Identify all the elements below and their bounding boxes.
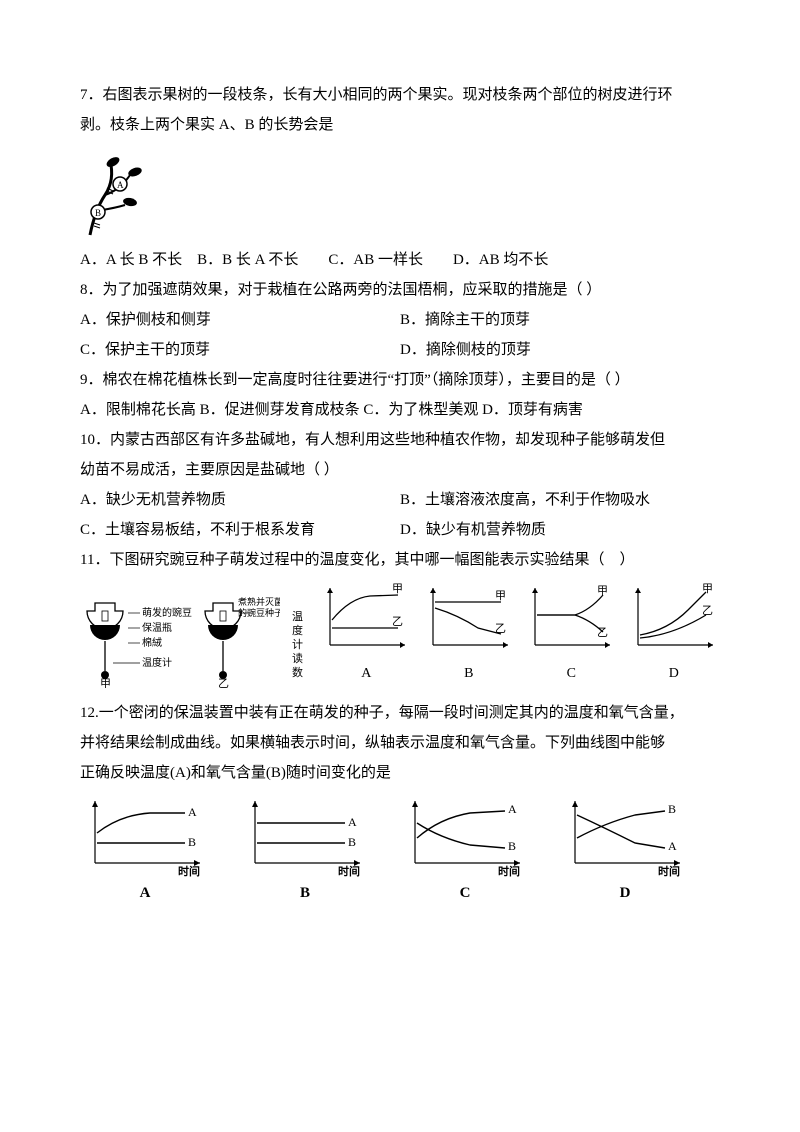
q10-options-row1: A．缺少无机营养物质 B．土壤溶液浓度高，不利于作物吸水 [80, 485, 720, 515]
svg-text:B: B [188, 835, 196, 849]
q12-label-b: B [240, 878, 370, 908]
q11-graph-c: 甲 乙 C [525, 580, 618, 688]
q8-opt-c: C．保护主干的顶芽 [80, 335, 400, 365]
q12-graph-b: A B 时间 B [240, 793, 370, 908]
q12-stem2: 并将结果绘制成曲线。如果横轴表示时间，纵轴表示温度和氧气含量。下列曲线图中能够 [80, 728, 720, 758]
q12-diagrams: A B 时间 A A B 时间 B A B 时间 C [80, 793, 720, 908]
svg-text:时间: 时间 [498, 864, 520, 878]
q7-options: A．A 长 B 不长 B．B 长 A 不长 C．AB 一样长 D．AB 均不长 [80, 245, 720, 275]
q12-graph-c: A B 时间 C [400, 793, 530, 908]
q12-stem1: 12.一个密闭的保温装置中装有正在萌发的种子，每隔一段时间测定其内的温度和氧气含… [80, 698, 720, 728]
q11-apparatus: 甲 乙 萌发的豌豆 保温瓶 棉絨 温度计 煮熟并灭菌 的豌豆种子 [80, 593, 280, 688]
q10-opt-a: A．缺少无机营养物质 [80, 485, 400, 515]
q12-label-d: D [560, 878, 690, 908]
q11-label-c: C [525, 660, 618, 688]
q11-label-a: A [320, 660, 413, 688]
q12-label-c: C [400, 878, 530, 908]
svg-text:乙: 乙 [597, 626, 608, 639]
q9-stem: 9．棉农在棉花植株长到一定高度时往往要进行“打顶”（摘除顶芽），主要目的是（ ） [80, 365, 720, 395]
lbl-sprout: 萌发的豌豆 [142, 606, 192, 619]
lbl-cotton: 棉絨 [142, 636, 162, 649]
q11-graph-a: 甲 乙 A [320, 580, 413, 688]
q11-stem: 11．下图研究豌豆种子萌发过程中的温度变化，其中哪一幅图能表示实验结果（ ） [80, 545, 720, 575]
q11-label-d: D [628, 660, 721, 688]
lbl-thermos: 保温瓶 [142, 621, 172, 634]
q11-diagrams: 甲 乙 萌发的豌豆 保温瓶 棉絨 温度计 煮熟并灭菌 的豌豆种子 [80, 580, 720, 688]
q8-options-row2: C．保护主干的顶芽 D．摘除侧枝的顶芽 [80, 335, 720, 365]
q10-opt-c: C．土壤容易板结，不利于根系发育 [80, 515, 400, 545]
svg-text:乙: 乙 [392, 615, 403, 628]
q10-opt-d: D．缺少有机营养物质 [400, 515, 720, 545]
svg-text:B: B [508, 839, 516, 853]
svg-text:乙: 乙 [218, 677, 229, 688]
svg-text:乙: 乙 [702, 604, 713, 617]
svg-text:A: A [117, 180, 124, 190]
svg-text:甲: 甲 [495, 590, 506, 602]
svg-text:读: 读 [292, 651, 303, 665]
svg-text:乙: 乙 [495, 622, 506, 635]
svg-text:时间: 时间 [178, 864, 200, 878]
svg-text:甲: 甲 [100, 678, 111, 688]
svg-text:时间: 时间 [338, 864, 360, 878]
q10-stem2: 幼苗不易成活，主要原因是盐碱地（ ） [80, 455, 720, 485]
svg-text:计: 计 [292, 638, 303, 651]
svg-text:温: 温 [292, 610, 303, 623]
q7-stem1: 7．右图表示果树的一段枝条，长有大小相同的两个果实。现对枝条两个部位的树皮进行环 [80, 80, 720, 110]
svg-text:A: A [348, 815, 357, 829]
q8-opt-a: A．保护侧枝和侧芽 [80, 305, 400, 335]
svg-text:甲: 甲 [702, 583, 713, 595]
q10-options-row2: C．土壤容易板结，不利于根系发育 D．缺少有机营养物质 [80, 515, 720, 545]
q9-options: A．限制棉花长高 B．促进侧芽发育成枝条 C．为了株型美观 D．顶芽有病害 [80, 395, 720, 425]
q8-options-row1: A．保护侧枝和侧芽 B．摘除主干的顶芽 [80, 305, 720, 335]
svg-text:B: B [668, 802, 676, 816]
q11-graph-b: 甲 乙 B [423, 580, 516, 688]
lbl-thermo: 温度计 [142, 656, 172, 669]
svg-text:的豌豆种子: 的豌豆种子 [238, 607, 280, 618]
svg-text:甲: 甲 [597, 585, 608, 597]
q10-opt-b: B．土壤溶液浓度高，不利于作物吸水 [400, 485, 720, 515]
svg-text:时间: 时间 [658, 864, 680, 878]
lbl-dead: 煮熟并灭菌 [238, 596, 280, 607]
svg-text:度: 度 [292, 623, 303, 637]
q8-opt-b: B．摘除主干的顶芽 [400, 305, 720, 335]
q12-graph-a: A B 时间 A [80, 793, 210, 908]
q11-graph-d: 甲 乙 D [628, 580, 721, 688]
q11-label-b: B [423, 660, 516, 688]
q10-stem1: 10．内蒙古西部区有许多盐碱地，有人想利用这些地种植农作物，却发现种子能够萌发但 [80, 425, 720, 455]
svg-text:B: B [348, 835, 356, 849]
q12-stem3: 正确反映温度(A)和氧气含量(B)随时间变化的是 [80, 758, 720, 788]
q7-branch-figure: A B [80, 150, 720, 240]
q11-ylabel: 温度计读数 [290, 608, 310, 688]
q7-stem2: 剥。枝条上两个果实 A、B 的长势会是 [80, 110, 720, 140]
svg-text:B: B [95, 208, 101, 218]
svg-text:A: A [508, 802, 517, 816]
q8-opt-d: D．摘除侧枝的顶芽 [400, 335, 720, 365]
svg-text:A: A [188, 805, 197, 819]
q8-stem: 8．为了加强遮荫效果，对于栽植在公路两旁的法国梧桐，应采取的措施是（ ） [80, 275, 720, 305]
svg-text:数: 数 [292, 666, 303, 679]
svg-text:甲: 甲 [392, 583, 403, 595]
q12-graph-d: A B 时间 D [560, 793, 690, 908]
q12-label-a: A [80, 878, 210, 908]
svg-text:A: A [668, 839, 677, 853]
